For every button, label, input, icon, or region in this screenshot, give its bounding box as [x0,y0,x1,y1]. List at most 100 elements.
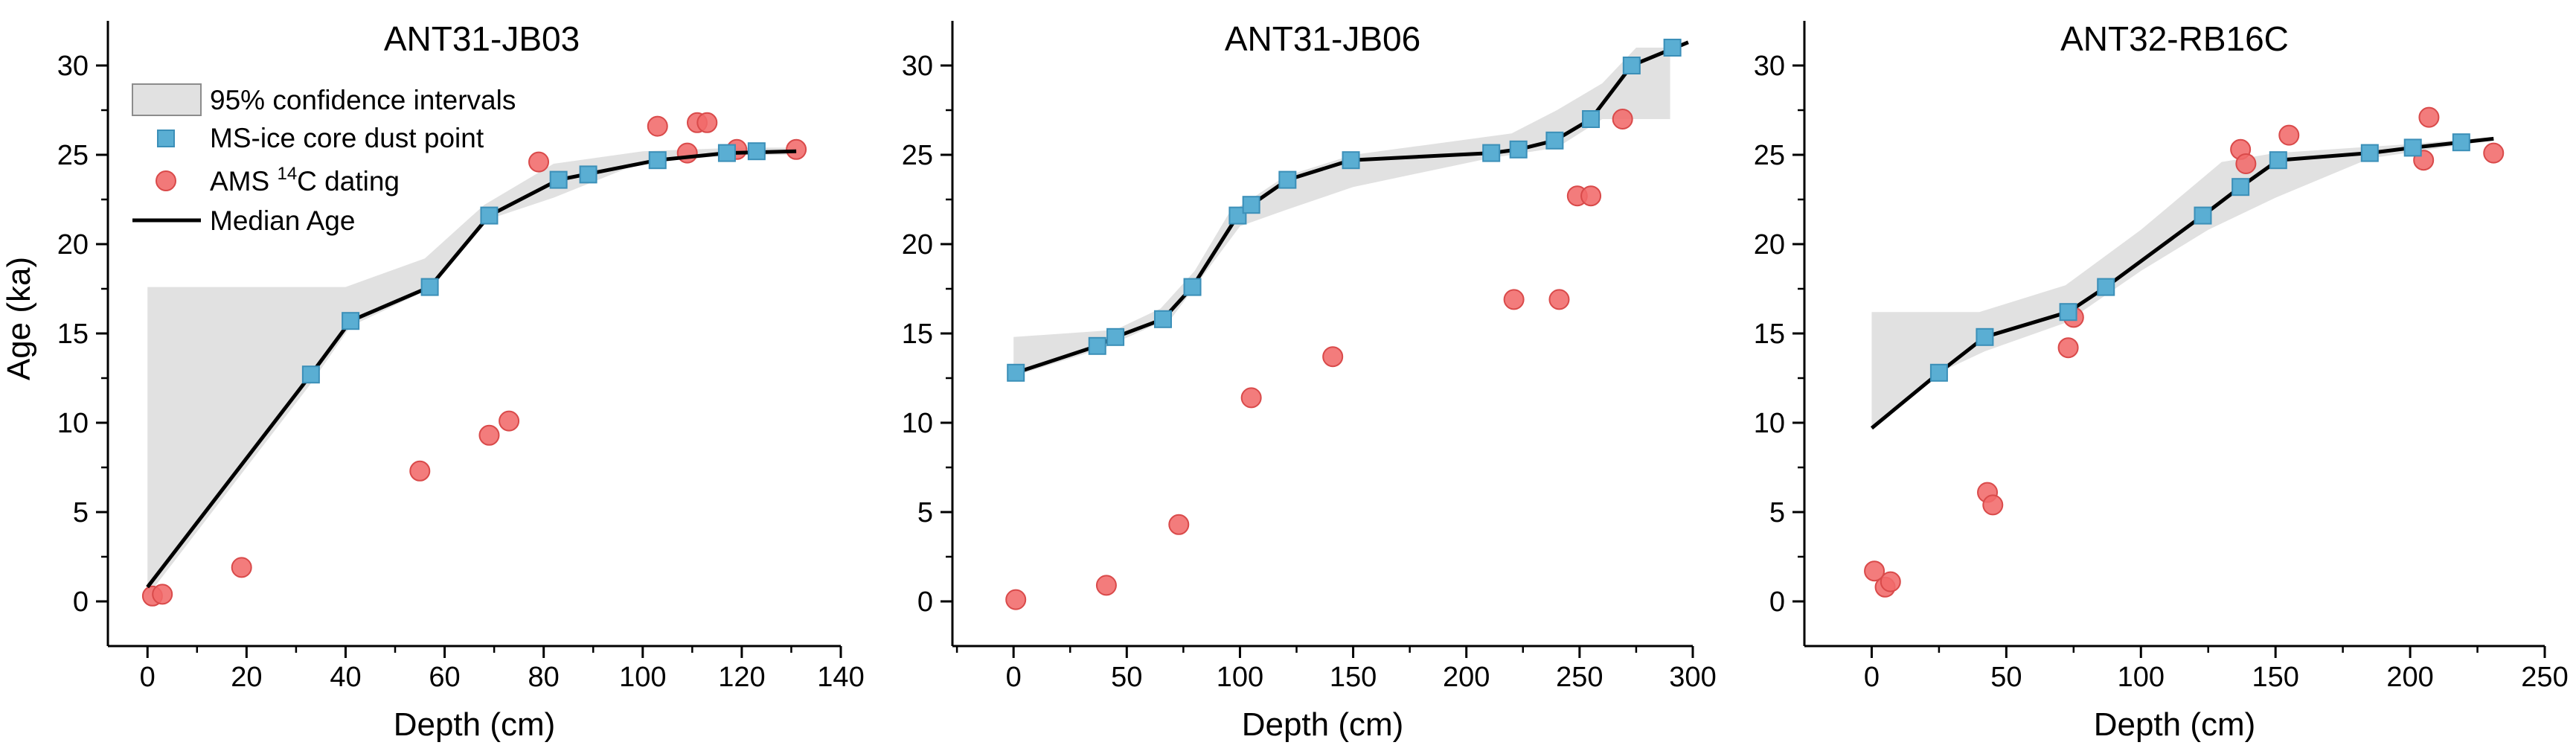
x-tick-label: 300 [1669,662,1716,693]
ms-point [1582,110,1601,128]
y-tick-label: 25 [57,140,89,171]
x-tick-label: 150 [1330,662,1377,693]
x-tick-label: 0 [1006,662,1022,693]
y-tick-label: 25 [902,140,933,171]
ms-point [549,170,568,189]
ams-point [1880,571,1901,592]
y-tick-label: 5 [1769,497,1785,528]
ms-point [1106,327,1125,346]
ms-point [717,144,736,162]
y-tick-label: 0 [73,587,89,618]
x-tick-label: 100 [2118,662,2165,693]
ams-point [231,557,252,578]
ms-point [2231,178,2250,196]
ams-point [2418,106,2440,128]
panel-ant31-jb03: 0 20 40 60 80 100 120 140 0 5 10 15 20 25 30 Depth (cm)… [57,19,865,743]
median-line [1870,136,2494,430]
y-tick-label: 0 [917,587,933,618]
ms-point [1153,310,1172,328]
panel-ant31-jb06: 0 50 100 150 200 250 300 0 5 10 15 20 25 30 Depth (cm)… [902,19,1717,743]
ms-point [579,165,597,184]
y-tick-label: 0 [1769,587,1785,618]
ams-point [1503,289,1525,310]
x-tick-label: 80 [528,662,560,693]
legend-ams-label-post: C dating [297,166,400,196]
legend-ms-label: MS-ice core dust point [210,123,484,153]
ms-point [1007,363,1025,382]
legend-ams-marker [156,170,176,191]
ams-point [1982,494,2004,516]
legend-median-label: Median Age [210,205,355,236]
legend-ams-label-pre: AMS [210,166,277,196]
legend-ams-label: AMS 14C dating [210,164,400,196]
x-tick-label: 20 [231,662,262,693]
ams-point [409,460,431,482]
ms-point [301,365,320,384]
legend-ms-marker [157,130,175,147]
y-tick-label: 15 [1754,319,1785,350]
ams-point [478,424,500,446]
ms-point [1278,170,1297,189]
ms-point [1242,196,1260,214]
x-tick-label: 100 [1217,662,1263,693]
ms-point [2097,278,2115,296]
ams-point [1095,575,1117,596]
ams-point [1612,109,1633,130]
x-tick-label: 0 [140,662,156,693]
ms-point [648,151,667,170]
ms-point [1545,131,1564,150]
y-tick-label: 30 [902,51,933,82]
legend-ams-label-sup: 14 [277,164,297,184]
legend-ci-label: 95% confidence intervals [210,85,516,115]
legend: 95% confidence intervals MS-ice core dus… [132,83,516,236]
ci-band [1013,48,1670,377]
ci-band [1871,137,2491,430]
panel-title: ANT31-JB06 [1225,19,1420,58]
y-tick-label: 10 [1754,408,1785,439]
panel-ant32-rb16c: 0 50 100 150 200 250 0 5 10 15 20 25 30 Depth (cm) ANT… [1754,19,2569,743]
y-tick-label: 5 [917,497,933,528]
ms-point [480,206,499,225]
ms-point [1929,363,1948,382]
ms-point [2403,138,2422,157]
x-tick-label: 40 [330,662,361,693]
ms-point [1482,144,1501,162]
ms-point [747,142,766,161]
x-tick-label: 150 [2252,662,2298,693]
ams-point [528,151,550,173]
median-line [1015,40,1689,375]
panel-title: ANT32-RB16C [2060,19,2289,58]
ms-point [1976,327,1994,346]
ams-point [2057,337,2079,359]
ams-point [499,410,520,432]
x-axis-title: Depth (cm) [394,706,556,743]
ams-point [1322,346,1344,368]
ams-point [1240,387,1262,409]
y-tick-label: 30 [1754,51,1785,82]
ms-point [2452,133,2470,152]
x-tick-label: 250 [1556,662,1603,693]
ms-point [420,278,439,296]
y-tick-label: 15 [902,319,933,350]
y-tick-label: 10 [57,408,89,439]
y-tick-label: 30 [57,51,89,82]
ams-point [1580,185,1602,207]
ams-point [1005,589,1027,610]
y-tick-label: 5 [73,497,89,528]
y-tick-label: 25 [1754,140,1785,171]
y-tick-label: 20 [1754,229,1785,261]
x-tick-label: 200 [2386,662,2433,693]
ms-point [2360,144,2379,162]
ms-point [2194,206,2212,225]
x-tick-label: 200 [1443,662,1490,693]
x-tick-label: 50 [1990,662,2022,693]
x-tick-label: 60 [429,662,460,693]
ms-point [1088,336,1106,355]
legend-ci-swatch [132,83,202,116]
ams-point [647,115,668,137]
x-tick-label: 50 [1111,662,1142,693]
y-tick-label: 15 [57,319,89,350]
ams-point [1548,289,1570,310]
y-tick-label: 20 [902,229,933,261]
